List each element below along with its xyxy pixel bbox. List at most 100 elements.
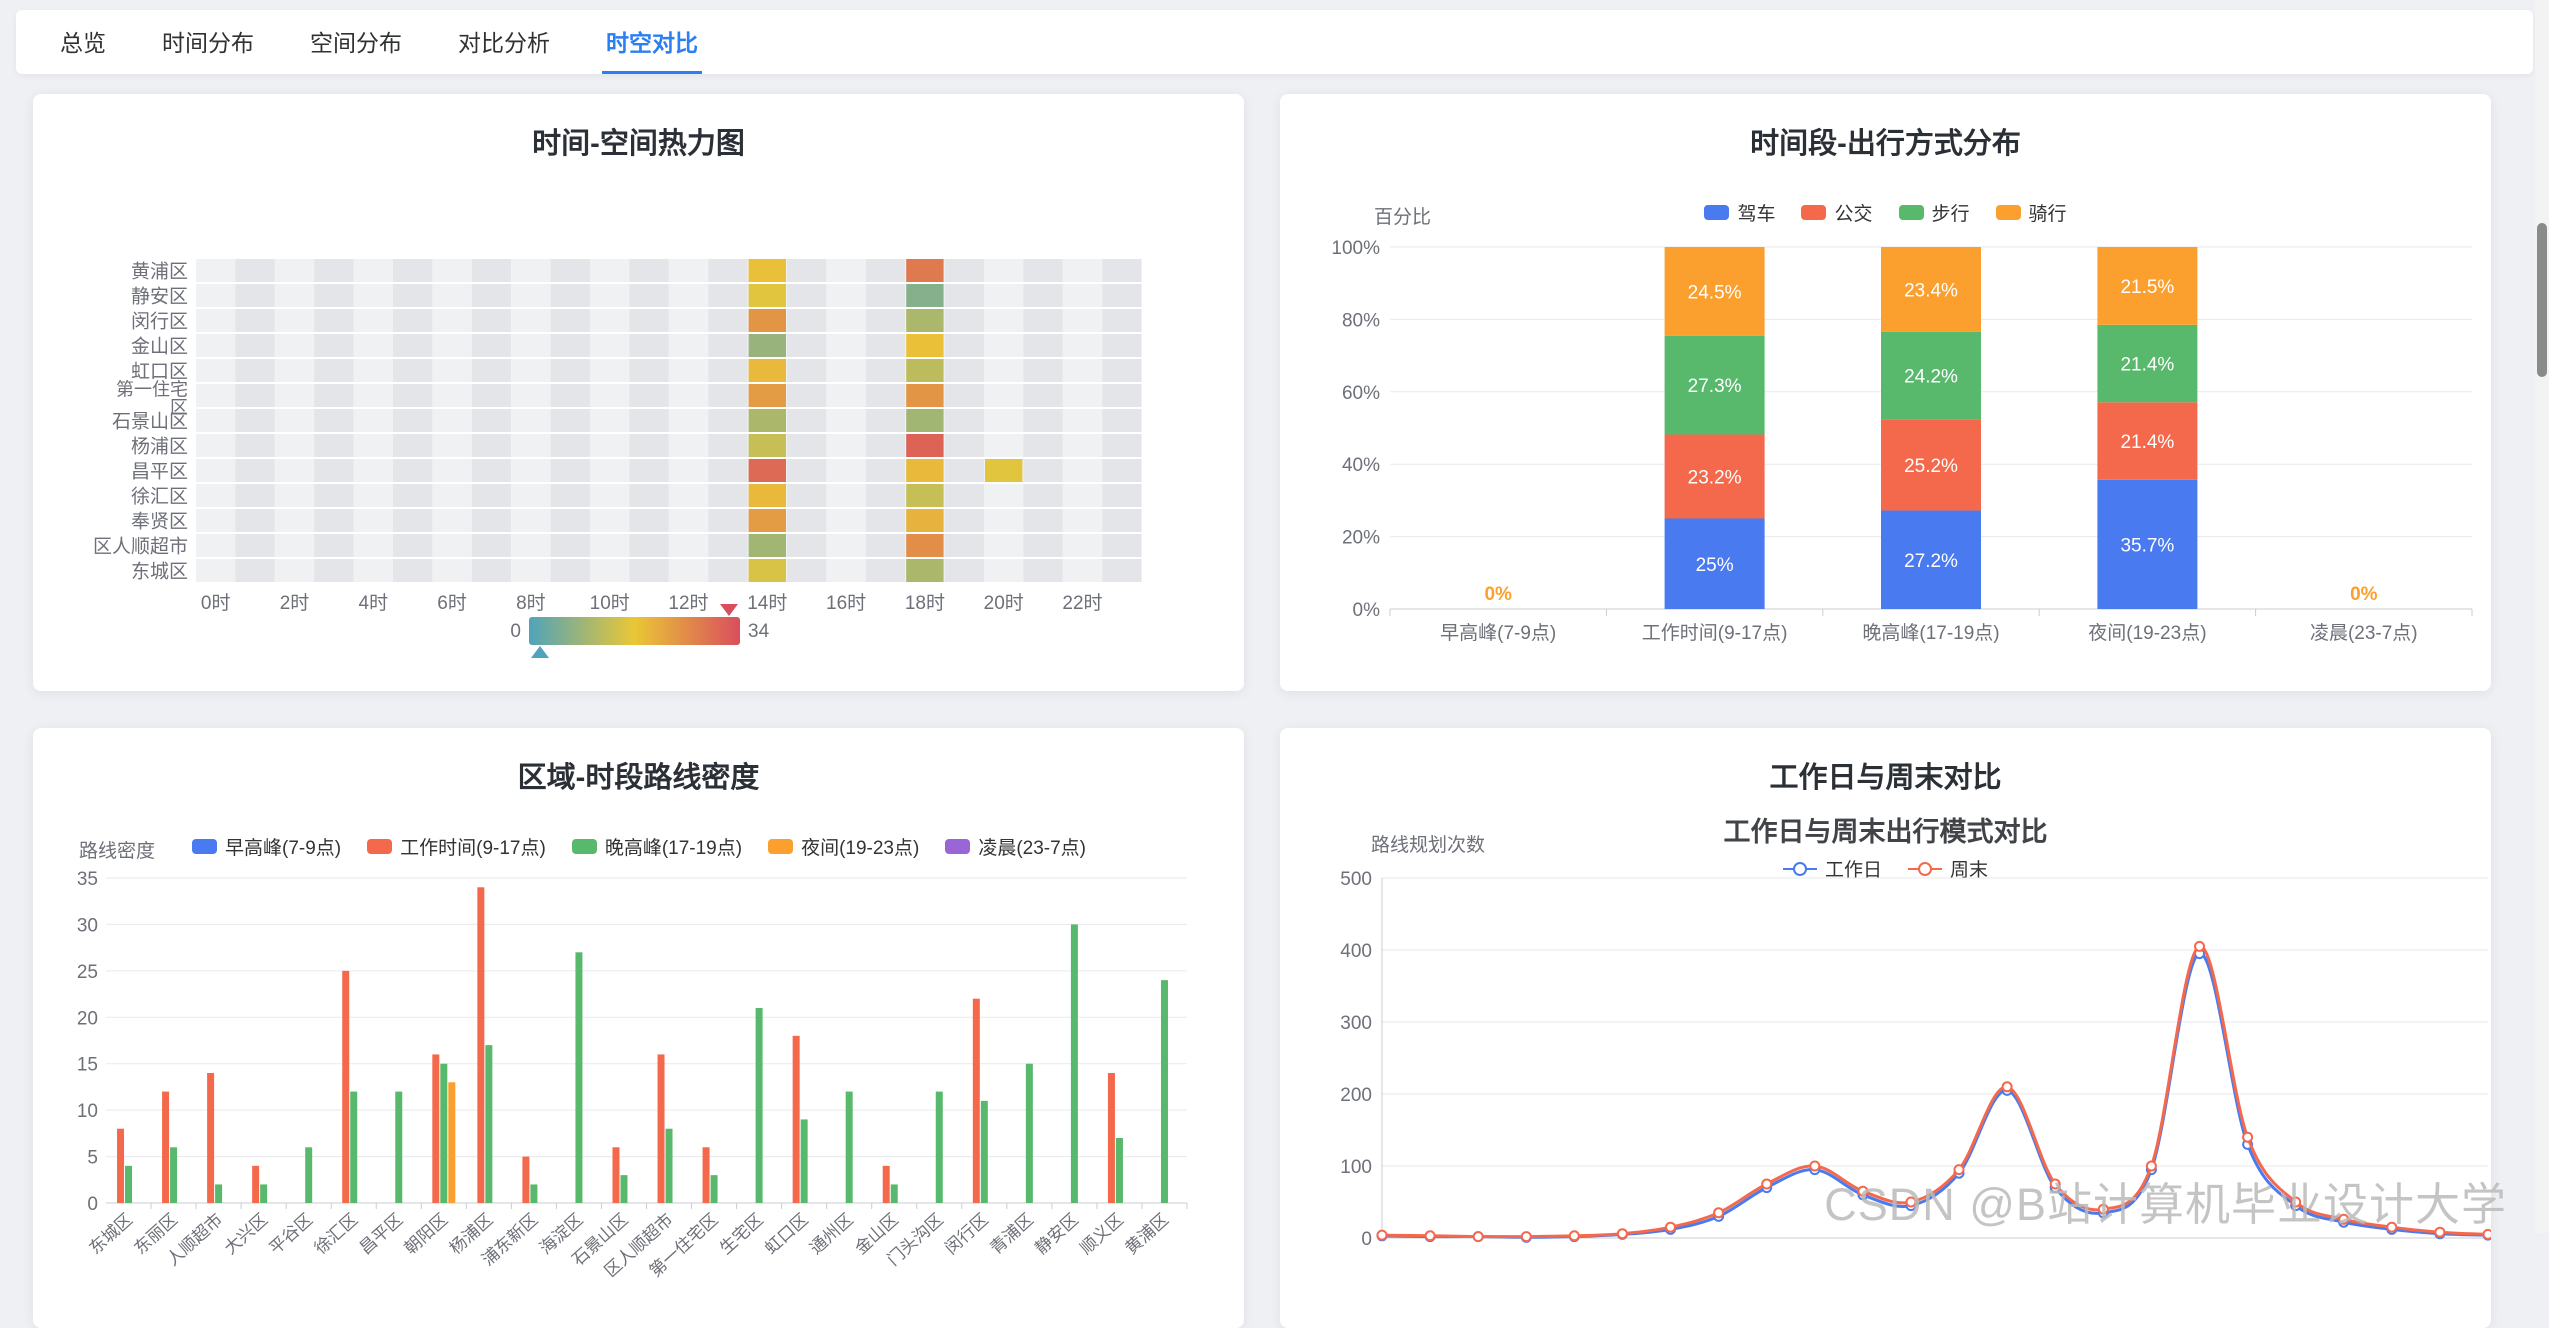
- density-bar[interactable]: [252, 1165, 260, 1203]
- heatmap-cell[interactable]: [906, 259, 944, 282]
- stacked-bar-segment[interactable]: [1664, 335, 1765, 435]
- heatmap-cell[interactable]: [906, 434, 944, 457]
- stacked-bar-segment[interactable]: [1881, 510, 1981, 609]
- density-bar[interactable]: [1107, 1073, 1115, 1203]
- density-bar[interactable]: [702, 1147, 710, 1203]
- legend-item[interactable]: 凌晨(23-7点): [945, 833, 1086, 860]
- data-point[interactable]: [1520, 1231, 1532, 1243]
- density-bar[interactable]: [1070, 924, 1078, 1203]
- stacked-bar-segment[interactable]: [1881, 247, 1981, 332]
- density-bar[interactable]: [665, 1128, 673, 1203]
- heatmap-cell[interactable]: [748, 509, 786, 532]
- data-point[interactable]: [1376, 1229, 1388, 1241]
- legend-item[interactable]: 骑行: [1995, 199, 2067, 226]
- heatmap-cell[interactable]: [906, 359, 944, 382]
- density-bar[interactable]: [350, 1091, 358, 1203]
- density-bar[interactable]: [522, 1156, 530, 1203]
- heatmap-cell[interactable]: [985, 459, 1023, 482]
- density-bar[interactable]: [342, 970, 350, 1203]
- density-bar[interactable]: [980, 1100, 988, 1203]
- heatmap-cell[interactable]: [906, 559, 944, 582]
- density-bar[interactable]: [845, 1091, 853, 1203]
- data-point[interactable]: [1857, 1185, 1869, 1197]
- page-scrollbar[interactable]: [2535, 0, 2549, 1233]
- heatmap-cell[interactable]: [748, 259, 786, 282]
- heatmap-cell[interactable]: [906, 409, 944, 432]
- data-point[interactable]: [2194, 940, 2205, 952]
- density-bar[interactable]: [710, 1175, 718, 1203]
- heatmap-cell[interactable]: [748, 284, 786, 307]
- density-bar[interactable]: [260, 1184, 268, 1203]
- data-point[interactable]: [2338, 1213, 2350, 1225]
- heatmap-cell[interactable]: [748, 334, 786, 357]
- data-point[interactable]: [1953, 1164, 1965, 1176]
- nav-tab-0[interactable]: 总览: [60, 29, 106, 56]
- heatmap-cell[interactable]: [748, 409, 786, 432]
- density-bar[interactable]: [207, 1073, 215, 1203]
- density-bar[interactable]: [1025, 1063, 1033, 1203]
- data-point[interactable]: [2242, 1131, 2254, 1143]
- density-bar[interactable]: [620, 1175, 628, 1203]
- density-bar[interactable]: [972, 998, 980, 1203]
- legend-item[interactable]: 公交: [1801, 199, 1873, 226]
- visualmap-gradient-bar[interactable]: [529, 617, 740, 645]
- density-bar[interactable]: [890, 1184, 898, 1203]
- data-point[interactable]: [2145, 1160, 2157, 1172]
- data-point[interactable]: [2290, 1196, 2302, 1208]
- heatmap-cell[interactable]: [906, 484, 944, 507]
- heatmap-cell[interactable]: [906, 534, 944, 557]
- density-bar[interactable]: [882, 1165, 890, 1203]
- data-point[interactable]: [1472, 1231, 1484, 1243]
- stacked-bar-segment[interactable]: [1881, 331, 1981, 420]
- visualmap-min-handle[interactable]: [531, 646, 549, 658]
- heatmap-cell[interactable]: [748, 559, 786, 582]
- stacked-bar-segment[interactable]: [1664, 434, 1765, 519]
- heatmap-cell[interactable]: [748, 309, 786, 332]
- density-bar[interactable]: [170, 1147, 178, 1203]
- stacked-bar-segment[interactable]: [2097, 247, 2198, 325]
- heatmap-cell[interactable]: [748, 534, 786, 557]
- heatmap-cell[interactable]: [906, 384, 944, 407]
- stacked-bar-segment[interactable]: [2097, 402, 2198, 480]
- density-bar[interactable]: [575, 952, 583, 1203]
- data-point[interactable]: [1665, 1221, 1676, 1233]
- density-bar[interactable]: [755, 1008, 763, 1203]
- heatmap-cell[interactable]: [748, 384, 786, 407]
- heatmap-cell[interactable]: [906, 509, 944, 532]
- stacked-bar-segment[interactable]: [2097, 479, 2198, 609]
- heatmap-cell[interactable]: [906, 284, 944, 307]
- density-bar[interactable]: [395, 1091, 403, 1203]
- density-bar[interactable]: [440, 1063, 448, 1203]
- heatmap-visualmap[interactable]: 0 34: [510, 604, 769, 658]
- nav-tab-3[interactable]: 对比分析: [458, 29, 550, 56]
- data-point[interactable]: [1713, 1207, 1725, 1219]
- legend-item[interactable]: 周末: [1908, 855, 1988, 882]
- legend-item[interactable]: 晚高峰(17-19点): [571, 833, 742, 860]
- heatmap-cell[interactable]: [748, 459, 786, 482]
- density-bar[interactable]: [657, 1054, 665, 1203]
- density-bar[interactable]: [448, 1082, 456, 1203]
- stacked-bar-segment[interactable]: [1881, 419, 1981, 511]
- nav-tab-4[interactable]: 时空对比: [602, 10, 702, 74]
- data-point[interactable]: [2049, 1178, 2061, 1190]
- density-bar[interactable]: [117, 1128, 125, 1203]
- density-bar[interactable]: [477, 887, 485, 1203]
- legend-item[interactable]: 夜间(19-23点): [768, 833, 919, 860]
- density-bar[interactable]: [162, 1091, 170, 1203]
- data-point[interactable]: [2001, 1081, 2013, 1093]
- heatmap-cell[interactable]: [906, 459, 944, 482]
- stacked-bar-segment[interactable]: [1664, 247, 1765, 336]
- nav-tab-2[interactable]: 空间分布: [310, 29, 402, 56]
- legend-item[interactable]: 驾车: [1704, 199, 1775, 226]
- heatmap-cell[interactable]: [748, 484, 786, 507]
- heatmap-cell[interactable]: [906, 309, 944, 332]
- visualmap-max-handle[interactable]: [720, 604, 738, 616]
- heatmap-cell[interactable]: [906, 334, 944, 357]
- density-bar[interactable]: [612, 1147, 620, 1203]
- legend-item[interactable]: 工作日: [1782, 855, 1882, 882]
- heatmap-cell[interactable]: [748, 434, 786, 457]
- density-bar[interactable]: [125, 1165, 133, 1203]
- density-bar[interactable]: [1115, 1138, 1123, 1203]
- density-bar[interactable]: [530, 1184, 538, 1203]
- density-bar[interactable]: [1160, 980, 1168, 1203]
